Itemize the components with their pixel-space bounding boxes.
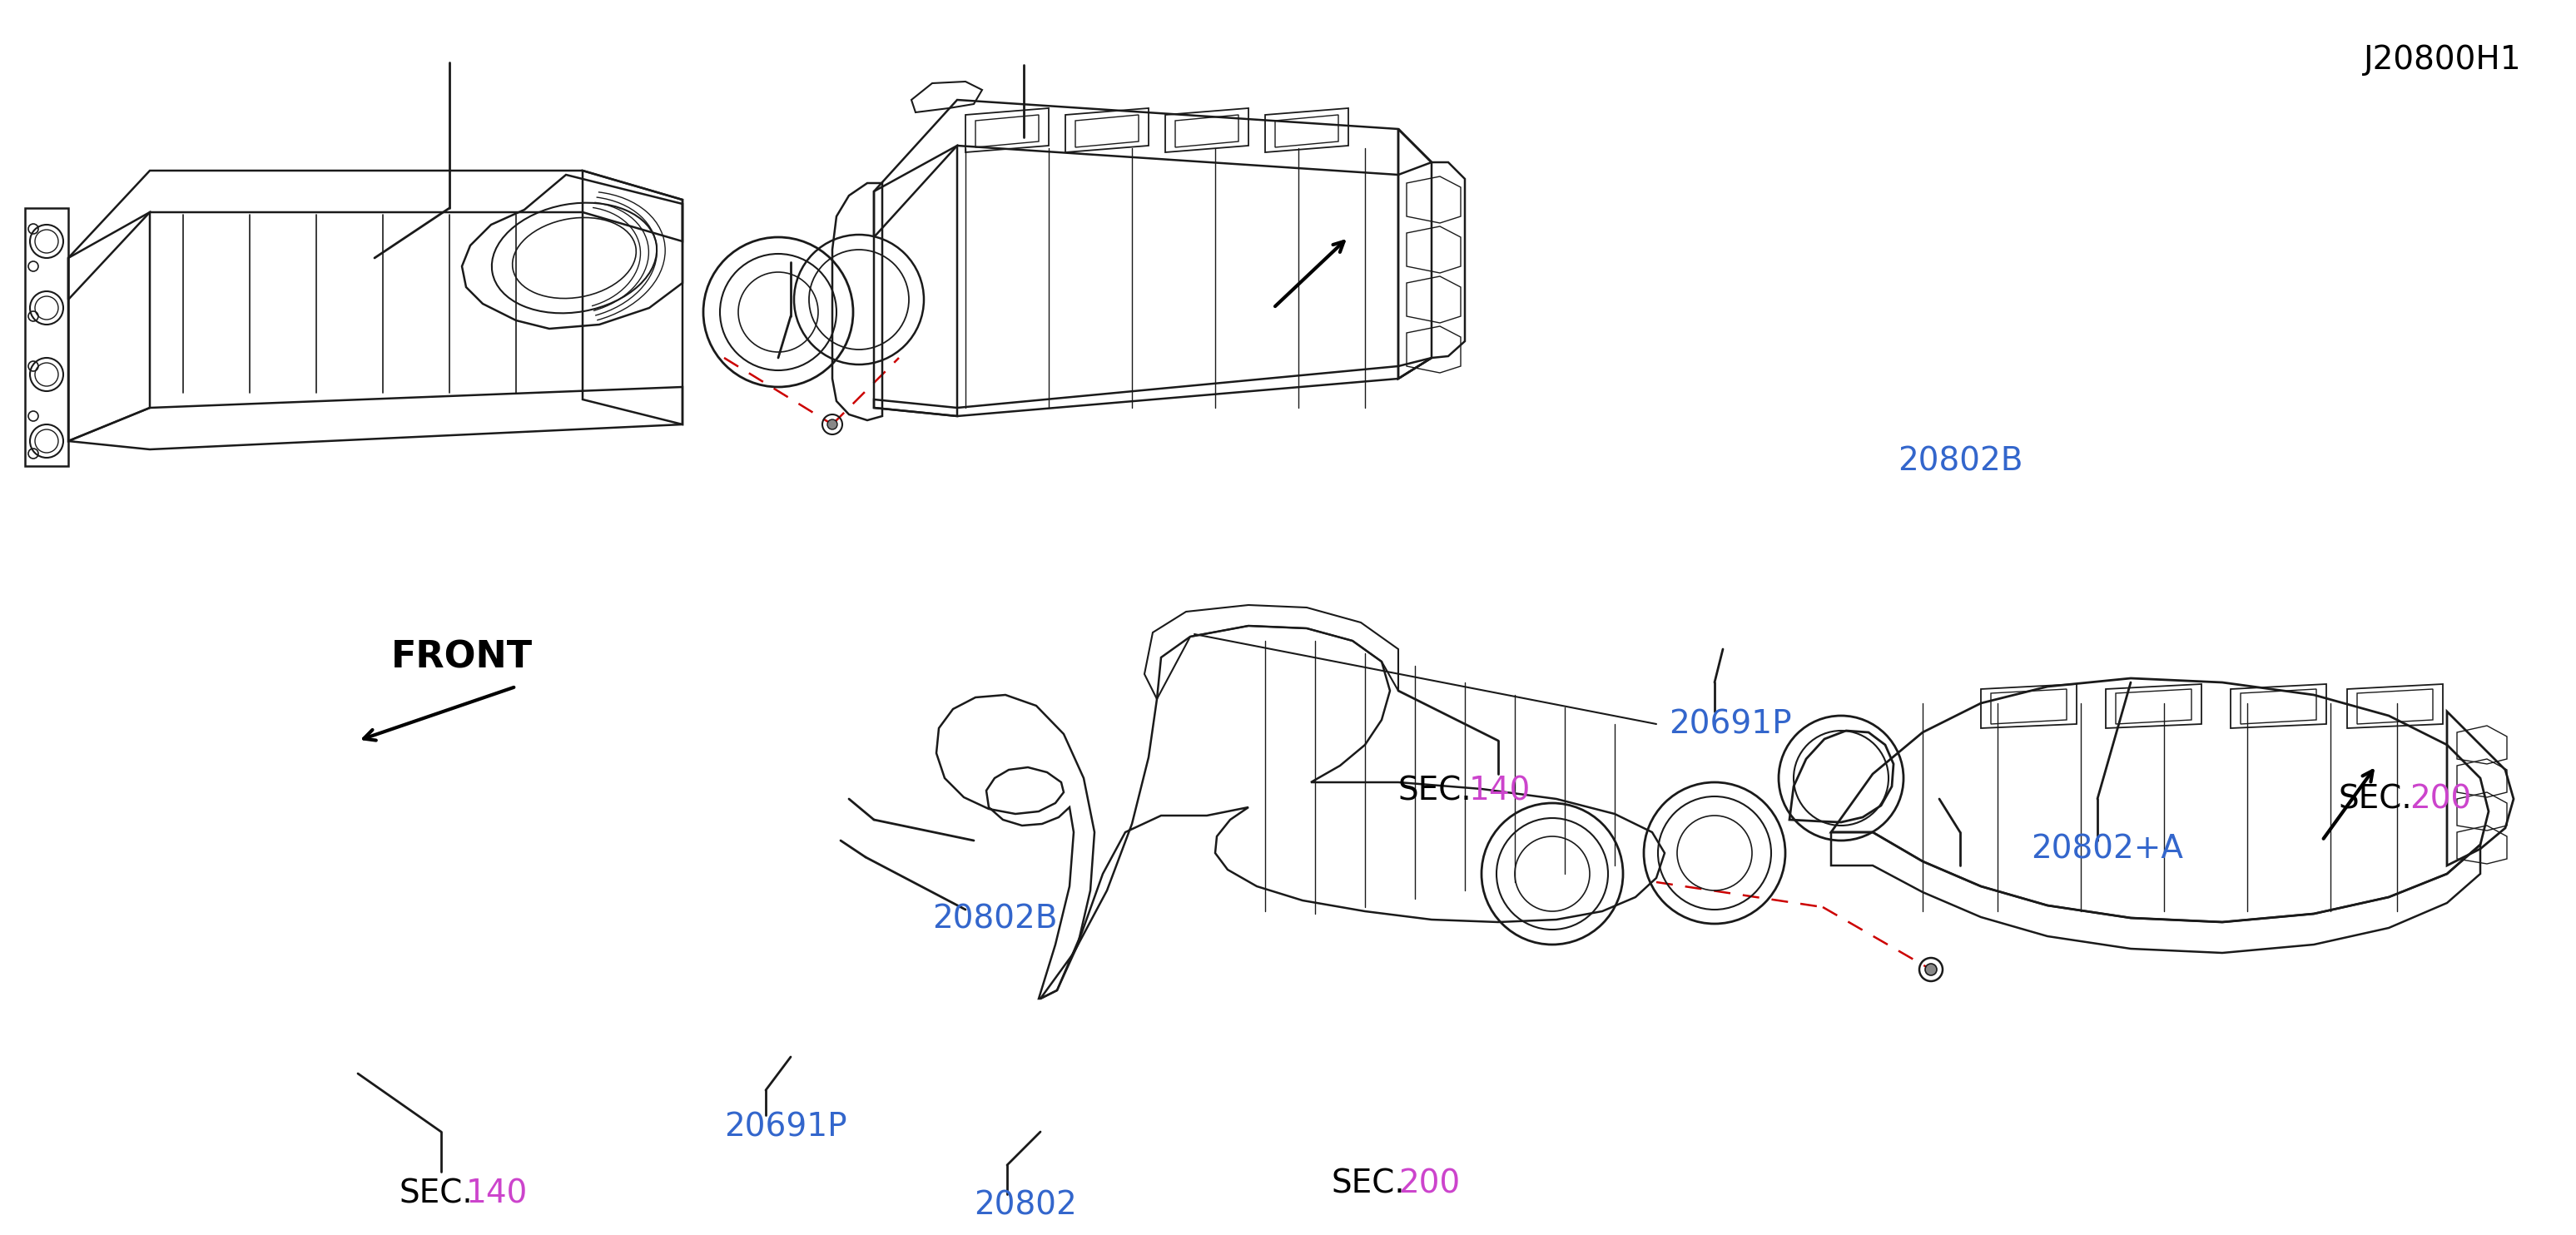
Text: J20800H1: J20800H1 [2365, 44, 2522, 75]
Text: SEC.: SEC. [1332, 1167, 1406, 1199]
Text: FRONT: FRONT [392, 640, 533, 676]
Text: 200: 200 [2409, 783, 2470, 815]
Text: SEC.: SEC. [1399, 774, 1471, 806]
Circle shape [1924, 963, 1937, 976]
Text: 20691P: 20691P [1669, 708, 1793, 740]
Text: 20802: 20802 [974, 1189, 1077, 1221]
Circle shape [827, 420, 837, 430]
Text: 140: 140 [1468, 774, 1530, 806]
Text: SEC.: SEC. [2339, 783, 2414, 815]
Text: 20802B: 20802B [933, 904, 1059, 935]
Text: 200: 200 [1399, 1167, 1461, 1199]
Text: 20802B: 20802B [1899, 446, 2022, 478]
Text: SEC.: SEC. [399, 1178, 474, 1209]
Text: 140: 140 [466, 1178, 528, 1209]
Text: 20802+A: 20802+A [2030, 834, 2182, 864]
Text: 20691P: 20691P [724, 1112, 848, 1144]
